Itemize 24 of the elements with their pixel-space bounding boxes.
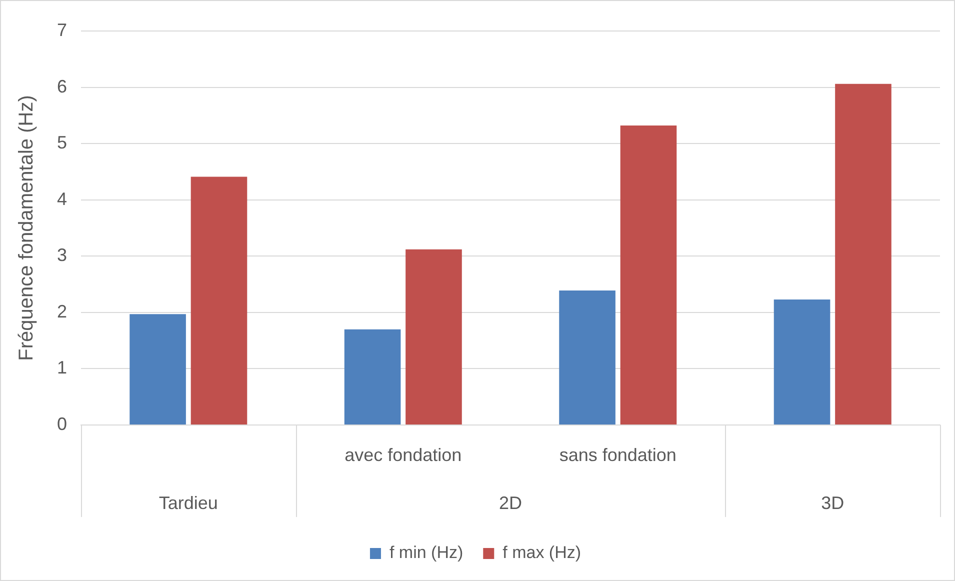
- bar: [620, 126, 677, 424]
- x-tick-label: avec fondation: [344, 444, 462, 465]
- x-tick-label: Tardieu: [158, 492, 218, 513]
- y-tick-label: 0: [56, 414, 68, 434]
- y-tick-label: 4: [56, 188, 68, 209]
- x-tick-label: 3D: [821, 492, 844, 513]
- y-axis-title: Fréquence fondamentale (Hz): [16, 95, 38, 361]
- bar: [406, 249, 462, 424]
- bar: [835, 84, 892, 424]
- bar: [344, 329, 401, 424]
- bar: [130, 314, 186, 424]
- bar: [190, 176, 248, 424]
- legend-label: f max (Hz): [502, 543, 582, 562]
- y-tick-label: 6: [56, 76, 68, 96]
- bar: [774, 299, 830, 424]
- y-tick-label: 5: [56, 132, 68, 153]
- y-tick-label: 7: [56, 20, 68, 40]
- x-tick-label: sans fondation: [559, 444, 676, 465]
- legend-label: f min (Hz): [389, 543, 464, 562]
- text: 2D: [499, 492, 522, 513]
- y-tick-label: 2: [56, 301, 68, 322]
- y-tick-label: 3: [56, 245, 68, 266]
- y-tick-label: 1: [56, 358, 68, 378]
- bar: [559, 290, 616, 424]
